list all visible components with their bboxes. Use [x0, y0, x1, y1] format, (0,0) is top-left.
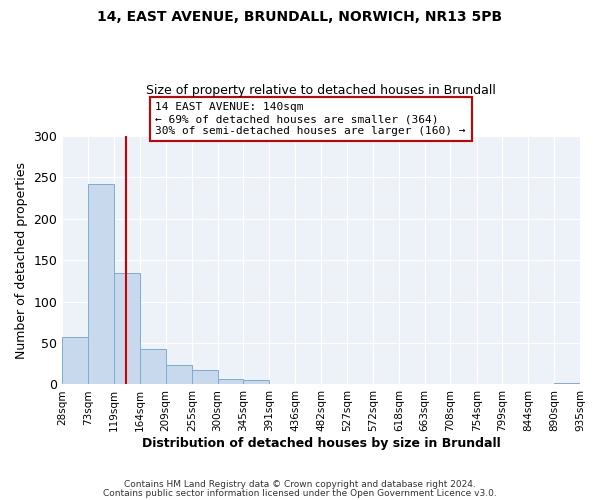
Bar	[243, 380, 269, 384]
X-axis label: Distribution of detached houses by size in Brundall: Distribution of detached houses by size …	[142, 437, 500, 450]
Bar	[554, 383, 580, 384]
Y-axis label: Number of detached properties: Number of detached properties	[15, 162, 28, 358]
Text: Contains public sector information licensed under the Open Government Licence v3: Contains public sector information licen…	[103, 488, 497, 498]
Bar	[88, 184, 114, 384]
Bar	[218, 378, 243, 384]
Bar	[192, 370, 218, 384]
Bar	[166, 364, 192, 384]
Bar	[140, 349, 166, 384]
Text: 14, EAST AVENUE, BRUNDALL, NORWICH, NR13 5PB: 14, EAST AVENUE, BRUNDALL, NORWICH, NR13…	[97, 10, 503, 24]
Title: Size of property relative to detached houses in Brundall: Size of property relative to detached ho…	[146, 84, 496, 97]
Text: 14 EAST AVENUE: 140sqm
← 69% of detached houses are smaller (364)
30% of semi-de: 14 EAST AVENUE: 140sqm ← 69% of detached…	[155, 102, 466, 136]
Bar	[114, 274, 140, 384]
Text: Contains HM Land Registry data © Crown copyright and database right 2024.: Contains HM Land Registry data © Crown c…	[124, 480, 476, 489]
Bar	[62, 337, 88, 384]
